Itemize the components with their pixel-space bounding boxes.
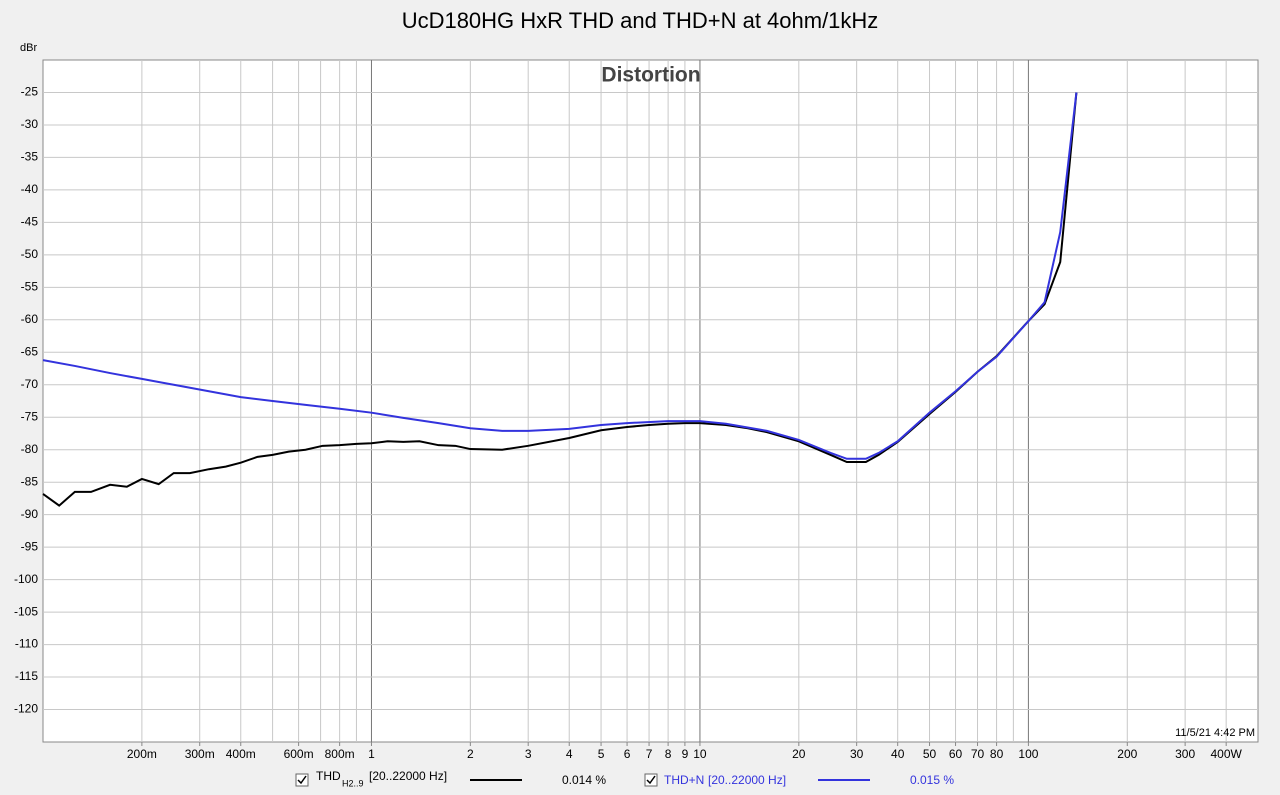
y-tick-label: -40: [21, 182, 39, 196]
x-tick-label: 80: [990, 747, 1004, 761]
x-tick-label: 5: [598, 747, 605, 761]
y-tick-label: -85: [21, 474, 39, 488]
x-tick-label: 70: [971, 747, 985, 761]
x-tick-label: 7: [646, 747, 653, 761]
check-mark: [297, 775, 307, 785]
plot-area: [42, 59, 1259, 743]
check-mark: [646, 775, 656, 785]
y-tick-label: -60: [21, 312, 39, 326]
legend-subscript: H2..9: [342, 778, 364, 788]
series-line: [42, 92, 1078, 460]
x-tick-label: 30: [850, 747, 864, 761]
y-axis-label: dBr: [20, 42, 37, 54]
legend-readout: 0.014 %: [562, 773, 606, 787]
legend-checkbox[interactable]: [295, 773, 309, 787]
y-tick-label: -65: [21, 344, 39, 358]
x-tick-label: 200m: [127, 747, 157, 761]
legend-readout: 0.015 %: [910, 773, 954, 787]
y-tick-label: -45: [21, 215, 39, 229]
x-tick-label: 100: [1018, 747, 1038, 761]
legend: THD H2..9 [20..22000 Hz] 0.014 % THD+N […: [295, 769, 954, 788]
y-tick-label: -100: [14, 572, 38, 586]
y-tick-label: -80: [21, 442, 39, 456]
y-tick-label: -25: [21, 85, 39, 99]
x-tick-label: 400m: [226, 747, 256, 761]
y-tick-label: -115: [15, 669, 38, 683]
x-tick-label: 10: [693, 747, 707, 761]
legend-band: [20..22000 Hz]: [369, 769, 447, 783]
x-tick-label: 40: [891, 747, 905, 761]
y-tick-label: -90: [21, 507, 39, 521]
x-tick-label: 800m: [325, 747, 355, 761]
x-tick-label: 2: [467, 747, 474, 761]
y-tick-label: -95: [21, 539, 39, 553]
x-tick-label: 300m: [185, 747, 215, 761]
x-tick-label: 600m: [284, 747, 314, 761]
series-line: [42, 92, 1078, 507]
x-tick-label: 1: [368, 747, 375, 761]
x-tick-label: 50: [923, 747, 937, 761]
y-tick-label: -105: [14, 604, 38, 618]
legend-label: THD: [316, 769, 341, 783]
y-tick-label: -110: [15, 637, 38, 651]
y-tick-label: -55: [21, 280, 39, 294]
x-tick-label: 200: [1117, 747, 1137, 761]
y-tick-label: -70: [21, 377, 39, 391]
x-tick-label: 60: [949, 747, 963, 761]
legend-label: THD+N: [664, 773, 704, 787]
x-tick-label: 9: [682, 747, 689, 761]
y-tick-label: -120: [14, 702, 38, 716]
y-tick-label: -50: [21, 247, 39, 261]
x-tick-label: 300: [1175, 747, 1195, 761]
legend-checkbox[interactable]: [644, 773, 658, 787]
y-tick-label: -30: [21, 117, 39, 131]
legend-band: [20..22000 Hz]: [708, 773, 786, 787]
y-tick-label: -75: [21, 409, 39, 423]
y-tick-label: -35: [21, 150, 39, 164]
chart-title: UcD180HG HxR THD and THD+N at 4ohm/1kHz: [402, 8, 879, 33]
x-tick-label: 6: [624, 747, 631, 761]
x-tick-label: 400W: [1210, 747, 1242, 761]
x-tick-label: 3: [525, 747, 532, 761]
timestamp: 11/5/21 4:42 PM: [1175, 727, 1255, 739]
x-tick-label: 8: [665, 747, 672, 761]
plot-title: Distortion: [601, 64, 700, 87]
x-tick-label: 4: [566, 747, 573, 761]
x-tick-label: 20: [792, 747, 806, 761]
